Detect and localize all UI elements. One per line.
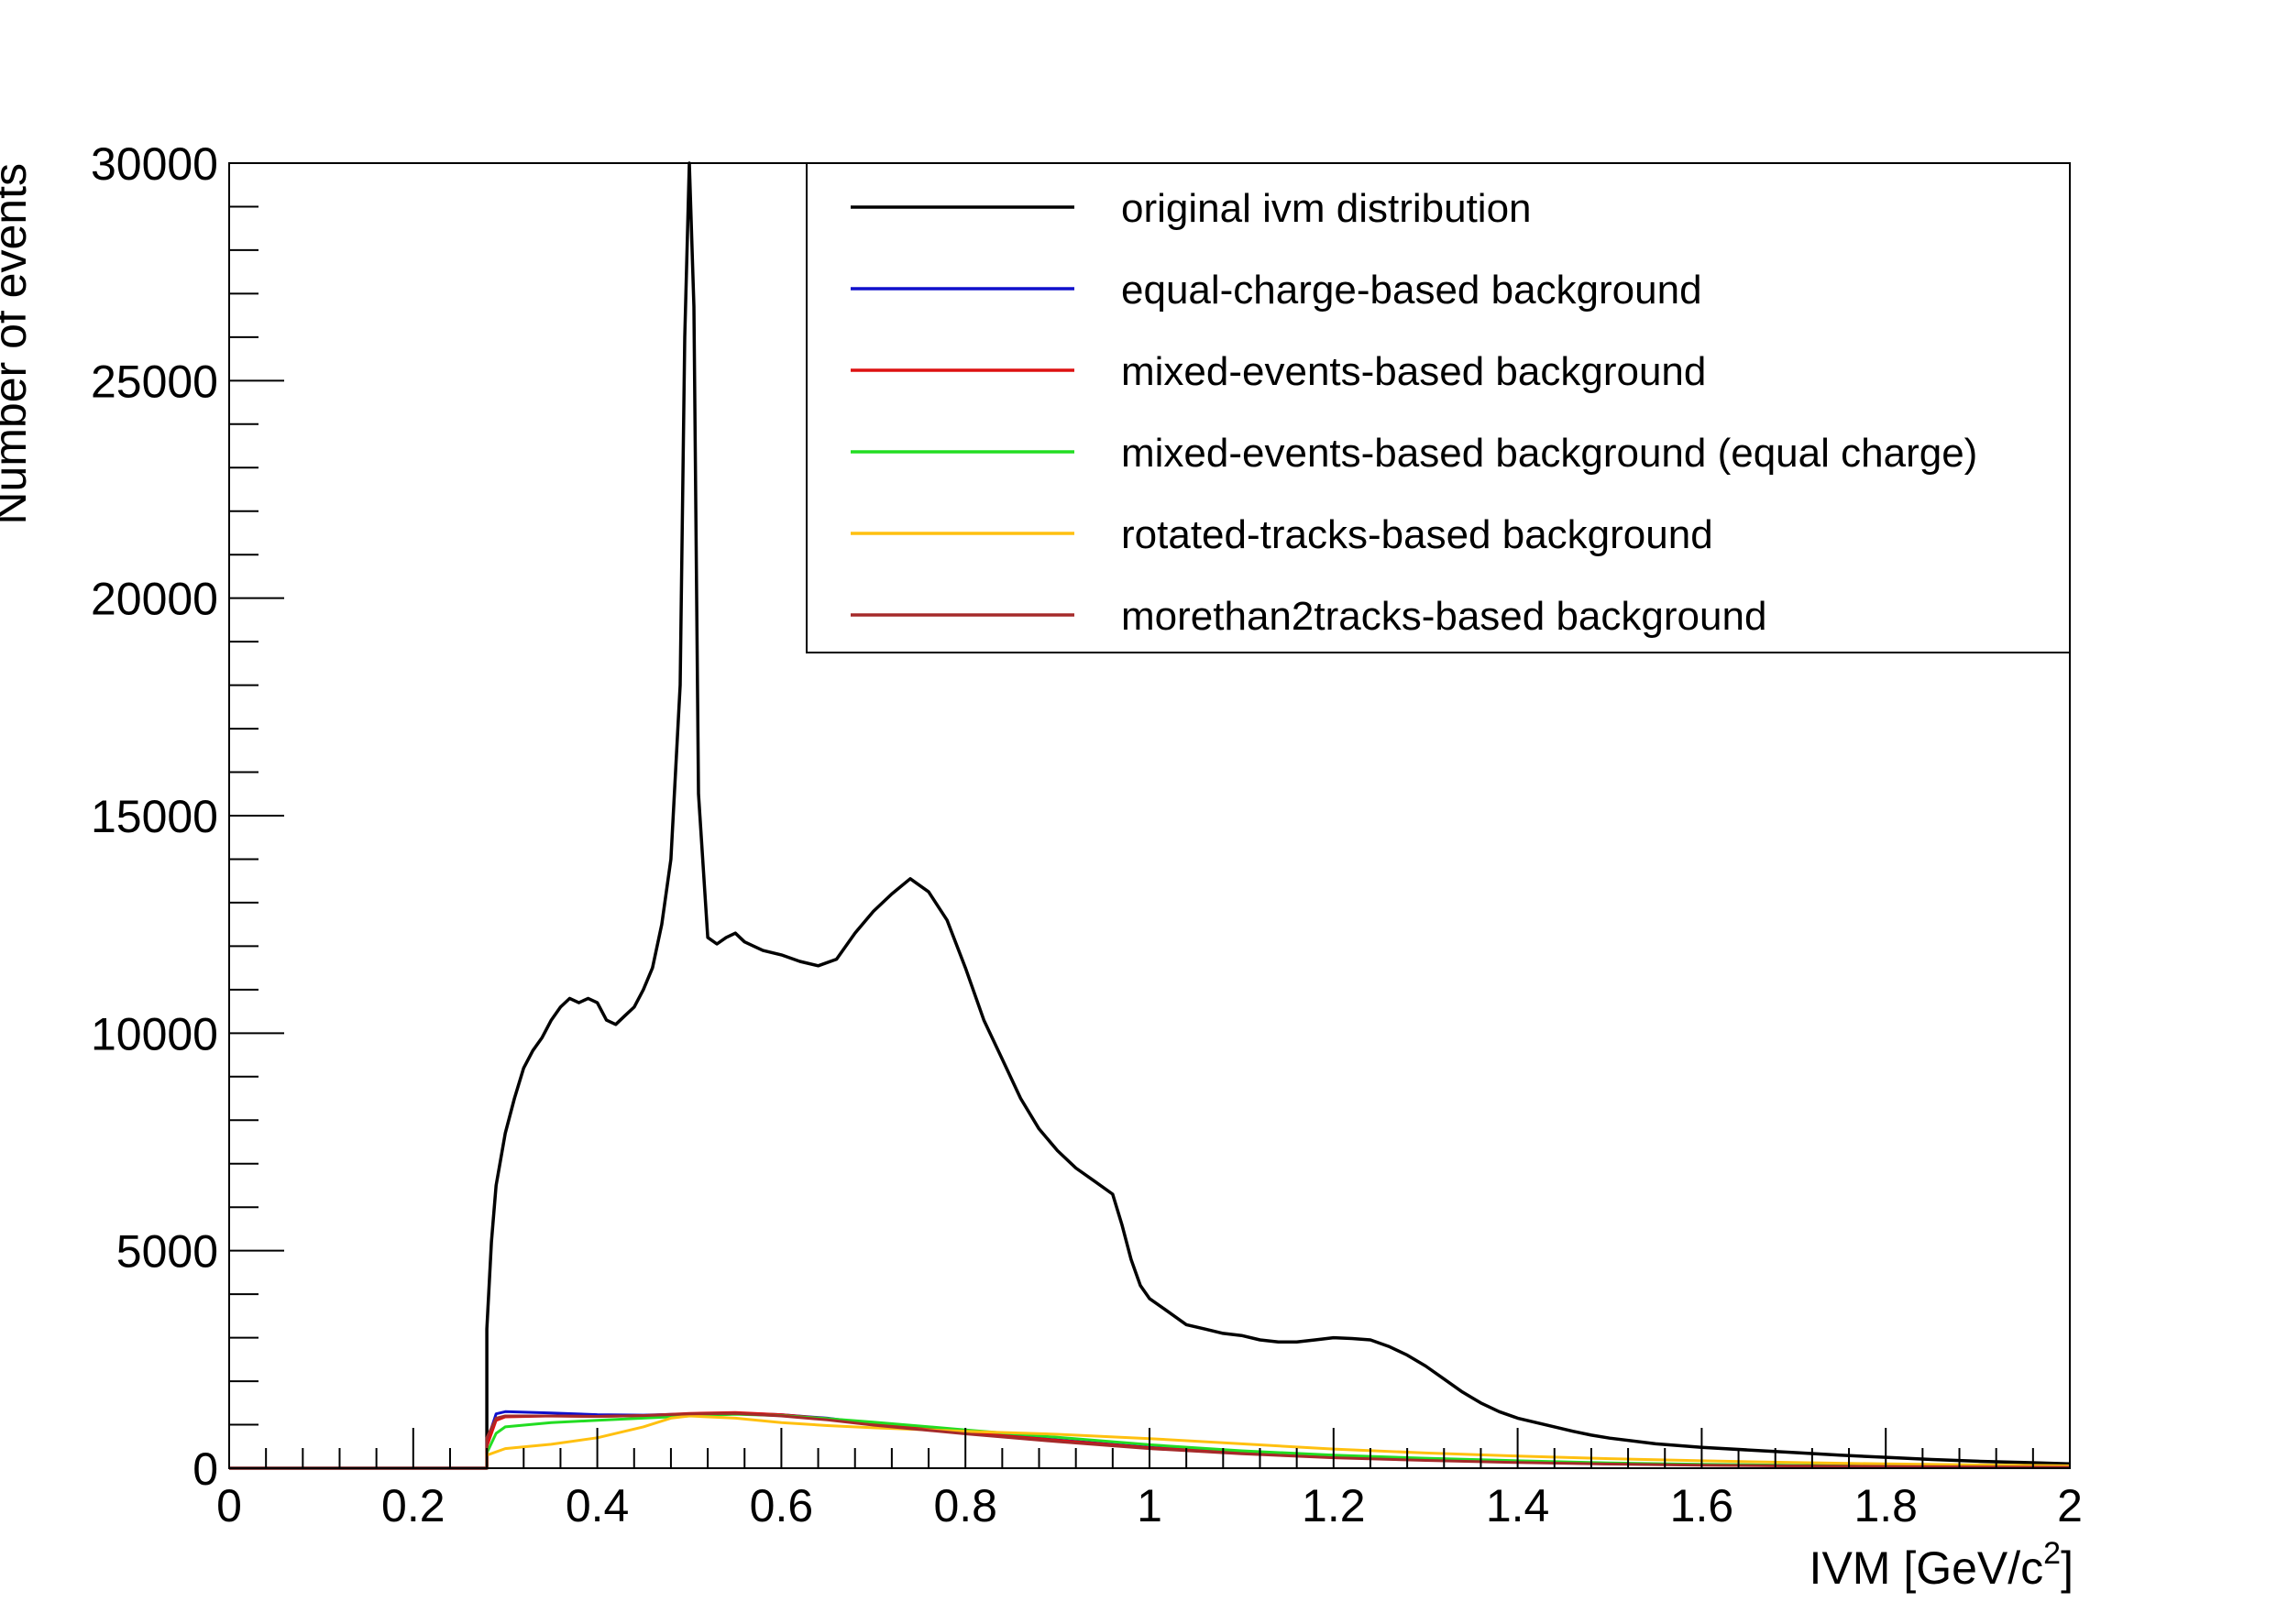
x-tick-label: 1 <box>1137 1480 1162 1531</box>
y-tick-label: 25000 <box>91 356 218 407</box>
legend-label-4: mixed-events-based background (equal cha… <box>1121 431 1977 476</box>
legend-label-6: morethan2tracks-based background <box>1121 594 1766 639</box>
legend-label-3: mixed-events-based background <box>1121 349 1706 394</box>
x-tick-label: 0 <box>216 1480 242 1531</box>
y-axis: 0 5000 10000 15000 20000 25000 30000 <box>91 138 284 1495</box>
y-axis-label: Number of events <box>0 163 36 525</box>
x-tick-label: 0.8 <box>933 1480 997 1531</box>
x-tick-label: 1.8 <box>1854 1480 1918 1531</box>
series-line-1 <box>229 161 2071 1470</box>
legend-label-1: original ivm distribution <box>1121 186 1532 231</box>
legend-label-2: equal-charge-based background <box>1121 268 1702 313</box>
x-tick-label: 0.6 <box>750 1480 814 1531</box>
x-axis-label: IVM [GeV/c2] <box>1810 1536 2074 1594</box>
series-line-6 <box>229 1411 2071 1470</box>
x-tick-label: 1.4 <box>1486 1480 1550 1531</box>
y-tick-label: 30000 <box>91 138 218 190</box>
legend-label-5: rotated-tracks-based background <box>1121 512 1713 557</box>
x-axis: 0 0.2 0.4 0.6 0.8 1 1.2 1.4 1.6 1.8 2 <box>216 1428 2083 1531</box>
x-axis-label-close: ] <box>2061 1542 2074 1594</box>
y-tick-label: 10000 <box>91 1008 218 1059</box>
x-axis-label-superscript: 2 <box>2043 1536 2061 1571</box>
x-tick-label: 1.6 <box>1670 1480 1734 1531</box>
x-tick-label: 1.2 <box>1302 1480 1366 1531</box>
y-tick-label: 0 <box>192 1443 218 1495</box>
legend-box <box>806 162 2071 653</box>
x-tick-label: 0.2 <box>381 1480 446 1531</box>
x-axis-label-main: IVM [GeV/c <box>1810 1542 2044 1594</box>
x-tick-label: 0.4 <box>566 1480 630 1531</box>
y-tick-label: 15000 <box>91 791 218 842</box>
legend: original ivm distribution equal-charge-ba… <box>806 162 2071 653</box>
y-tick-label: 20000 <box>91 574 218 625</box>
x-tick-label: 2 <box>2057 1480 2083 1531</box>
y-tick-label: 5000 <box>116 1226 218 1278</box>
series-layer <box>229 161 2071 1470</box>
